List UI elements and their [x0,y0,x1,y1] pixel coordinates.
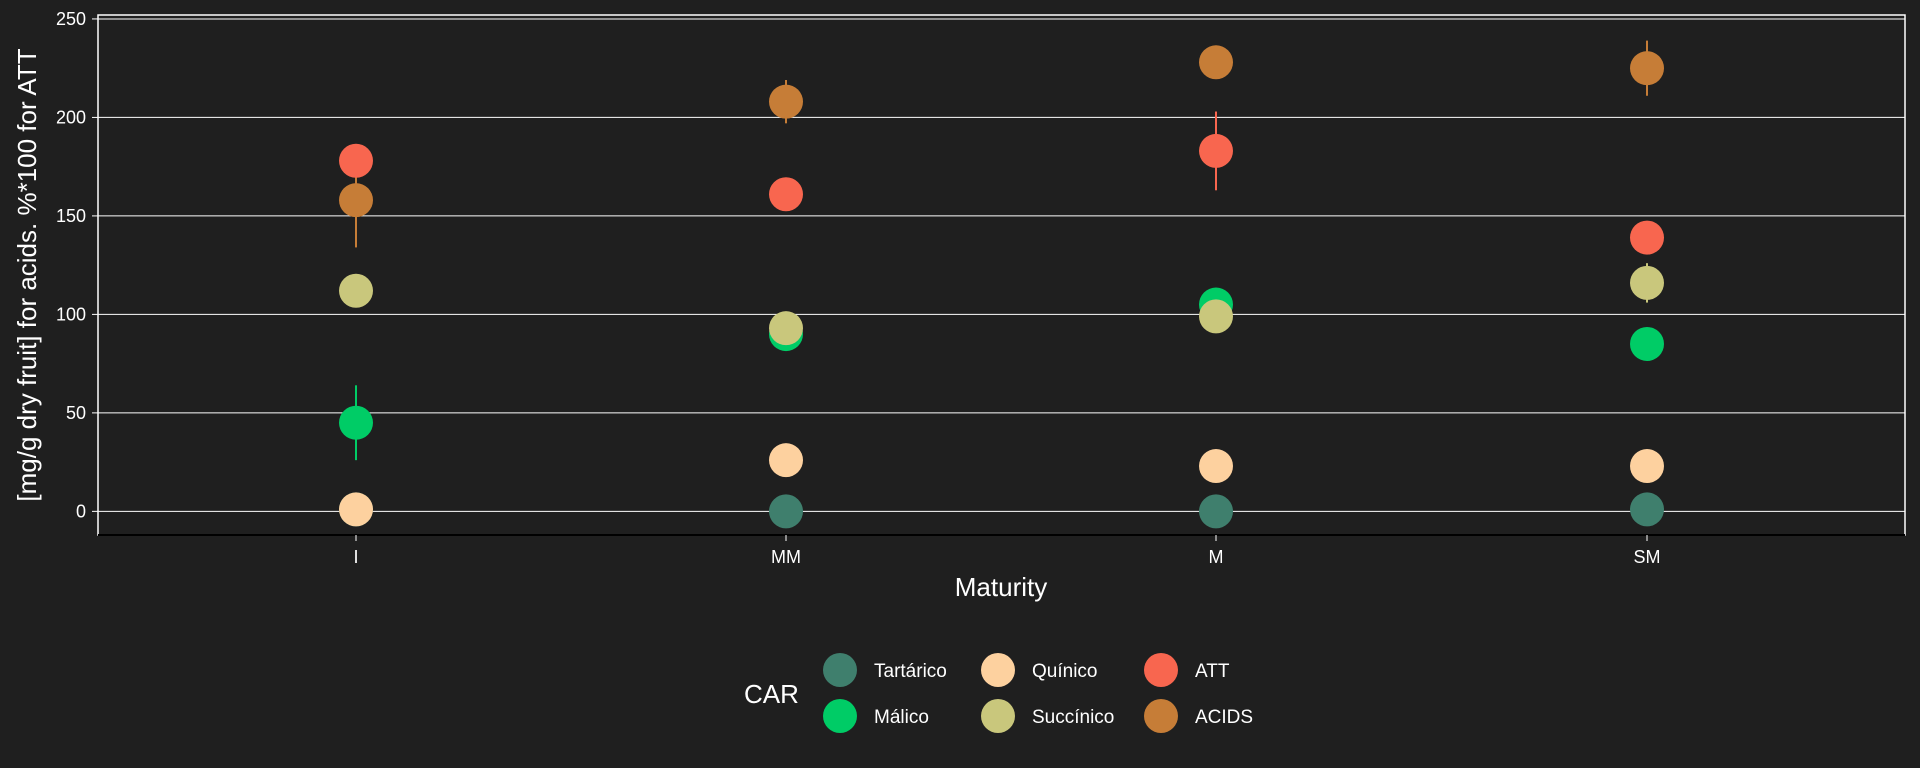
data-point [1199,133,1233,168]
data-point [1199,494,1233,529]
data-point [339,143,373,178]
data-point [339,405,373,440]
data-point [769,177,803,212]
legend-key [823,653,857,687]
y-tick-label: 0 [76,501,86,521]
legend-key [981,699,1015,733]
legend-key [981,653,1015,687]
legend-title: CAR [744,679,799,709]
legend-label: ATT [1195,661,1230,682]
y-axis-ticks: 0 50 100 150 200 250 [56,9,98,521]
legend: CAR Tartárico Málico Quínico Succínico ATT AC… [744,653,1253,733]
legend-label: Málico [874,707,929,728]
data-point [1630,51,1664,86]
legend-label: Succínico [1032,707,1114,728]
y-tick-label: 150 [56,206,86,226]
y-axis-title: [mg/g dry fruit] for acids. %*100 for AT… [12,48,42,501]
x-axis-ticks: I MM M SM [353,535,1661,567]
data-point [1630,220,1664,255]
data-point [1630,449,1664,484]
y-tick-label: 200 [56,107,86,127]
legend-key [1144,699,1178,733]
data-point [769,311,803,346]
data-points [339,45,1664,529]
data-point [339,183,373,218]
legend-label: Quínico [1032,661,1097,682]
data-point [1199,45,1233,80]
x-tick-label: M [1209,547,1224,567]
gridlines [98,18,1905,512]
data-point [1630,326,1664,361]
legend-key [1144,653,1178,687]
data-point [1630,492,1664,527]
y-tick-label: 50 [66,403,86,423]
x-tick-label: MM [771,547,801,567]
x-axis-title: Maturity [955,572,1047,602]
y-tick-label: 100 [56,304,86,324]
legend-label: Tartárico [874,661,947,682]
data-point [1199,299,1233,334]
data-point [769,84,803,119]
data-point [339,273,373,308]
data-point [769,494,803,529]
data-point [1630,265,1664,300]
data-point [1199,449,1233,484]
x-tick-label: I [353,547,358,567]
legend-label: ACIDS [1195,707,1253,728]
x-tick-label: SM [1634,547,1661,567]
y-tick-label: 250 [56,9,86,29]
data-point [339,492,373,527]
legend-key [823,699,857,733]
data-point [769,443,803,478]
